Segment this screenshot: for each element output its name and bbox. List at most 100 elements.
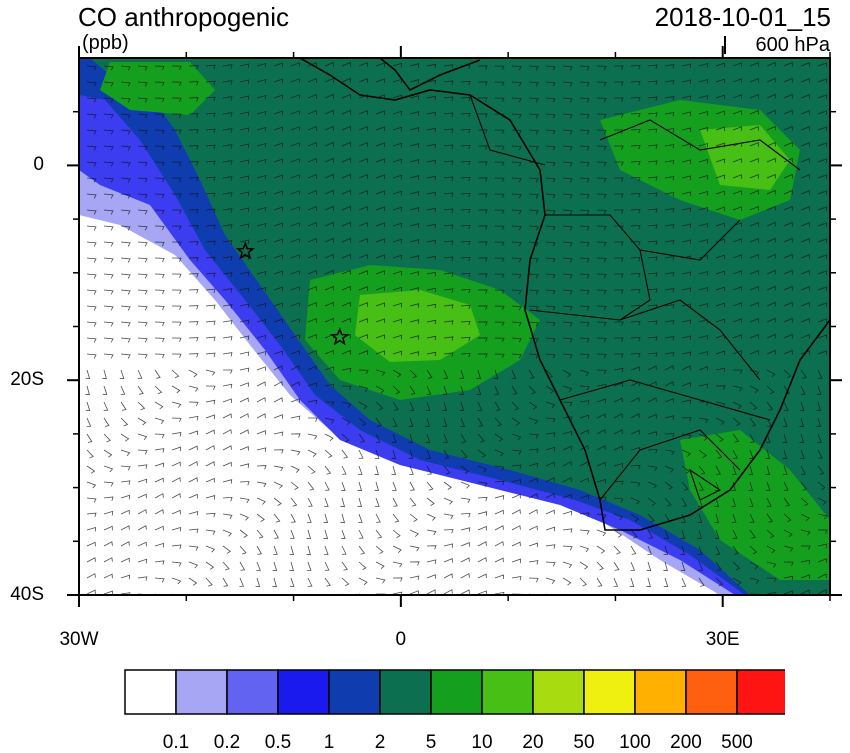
wind-barb: [137, 257, 148, 263]
wind-barb: [86, 225, 97, 231]
wind-barb: [341, 253, 351, 259]
wind-barb: [562, 257, 573, 263]
wind-barb: [629, 577, 635, 588]
wind-barb: [103, 65, 114, 71]
wind-barb: [392, 417, 398, 427]
wind-barb: [137, 81, 148, 87]
wind-barb: [205, 477, 215, 483]
wind-barb: [426, 449, 431, 459]
wind-barb: [392, 369, 402, 378]
wind-barb: [494, 353, 505, 359]
wind-barb: [137, 289, 148, 295]
wind-barb: [391, 449, 396, 460]
wind-barb: [783, 561, 794, 566]
wind-barb: [799, 401, 805, 411]
wind-barb: [630, 209, 641, 214]
wind-barb: [528, 417, 539, 425]
wind-barb: [375, 513, 381, 523]
wind-barb: [188, 273, 199, 278]
wind-barb: [137, 353, 148, 359]
wind-barb: [426, 335, 437, 341]
wind-barb: [647, 144, 658, 149]
wind-barb: [647, 64, 658, 69]
wind-barb: [103, 510, 114, 516]
wind-barb: [596, 209, 607, 215]
wind-barb: [460, 192, 471, 198]
wind-barb: [596, 177, 607, 183]
wind-barb: [579, 477, 589, 483]
wind-barb: [272, 577, 277, 588]
wind-barb: [545, 241, 556, 247]
wind-barb: [222, 64, 233, 69]
wind-barb: [154, 433, 165, 439]
wind-barb: [528, 209, 539, 215]
wind-barb: [392, 545, 402, 553]
wind-barb: [511, 321, 522, 327]
wind-barb: [426, 559, 437, 564]
colorbar-swatch: [430, 669, 483, 715]
wind-barb: [103, 465, 114, 473]
wind-barb: [664, 415, 675, 420]
wind-barb: [205, 192, 216, 198]
wind-barb: [596, 129, 607, 135]
wind-barb: [324, 93, 334, 99]
wind-barb: [664, 449, 675, 456]
wind-barb: [765, 449, 771, 460]
wind-barb: [341, 173, 351, 179]
wind-barb: [800, 497, 809, 507]
wind-barb: [154, 493, 164, 499]
wind-barb: [205, 288, 216, 294]
wind-barb: [341, 317, 351, 323]
wind-barb: [392, 529, 401, 539]
wind-barb: [749, 142, 759, 147]
wind-barb: [579, 177, 590, 183]
colorbar-label: 500: [721, 732, 753, 753]
wind-barb: [392, 334, 403, 340]
coastline-africa: [299, 58, 830, 531]
wind-barb: [613, 577, 619, 587]
wind-barb: [613, 382, 623, 388]
wind-barb: [171, 509, 181, 515]
wind-barb: [579, 81, 590, 87]
wind-barb: [800, 110, 810, 115]
wind-barb: [154, 145, 165, 151]
wind-barb: [324, 301, 334, 307]
wind-barb: [783, 317, 793, 323]
wind-barb: [103, 97, 114, 103]
wind-barb: [256, 413, 266, 419]
wind-barb: [732, 433, 740, 443]
wind-barb: [222, 561, 230, 571]
wind-barb: [630, 193, 641, 198]
co-contour-20: [355, 290, 480, 362]
wind-barb: [273, 365, 283, 371]
wind-barb: [562, 493, 572, 499]
wind-barb: [324, 109, 334, 115]
wind-barb: [409, 545, 420, 552]
wind-barb: [256, 350, 267, 356]
wind-barb: [783, 109, 793, 115]
wind-barb: [817, 62, 827, 68]
wind-barb: [358, 529, 364, 539]
wind-barb: [800, 302, 810, 307]
wind-barb: [273, 142, 283, 148]
wind-barb: [460, 224, 471, 230]
wind-barb: [171, 369, 180, 379]
wind-barb: [137, 433, 148, 441]
wind-barb: [239, 497, 250, 504]
colorbar: [124, 669, 785, 715]
wind-barb: [256, 94, 267, 100]
wind-barb: [511, 81, 522, 87]
wind-barb: [562, 337, 573, 343]
wind-barb: [664, 240, 675, 245]
wind-barb: [154, 241, 165, 247]
wind-barb: [103, 113, 114, 119]
wind-barb: [375, 78, 385, 83]
wind-barb: [562, 416, 573, 421]
wind-barb: [205, 385, 216, 390]
wind-barb: [698, 302, 709, 308]
wind-barb: [681, 287, 692, 292]
wind-barb: [188, 193, 199, 198]
wind-barb: [800, 126, 810, 131]
wind-barb: [289, 561, 294, 572]
wind-barb: [732, 270, 742, 275]
